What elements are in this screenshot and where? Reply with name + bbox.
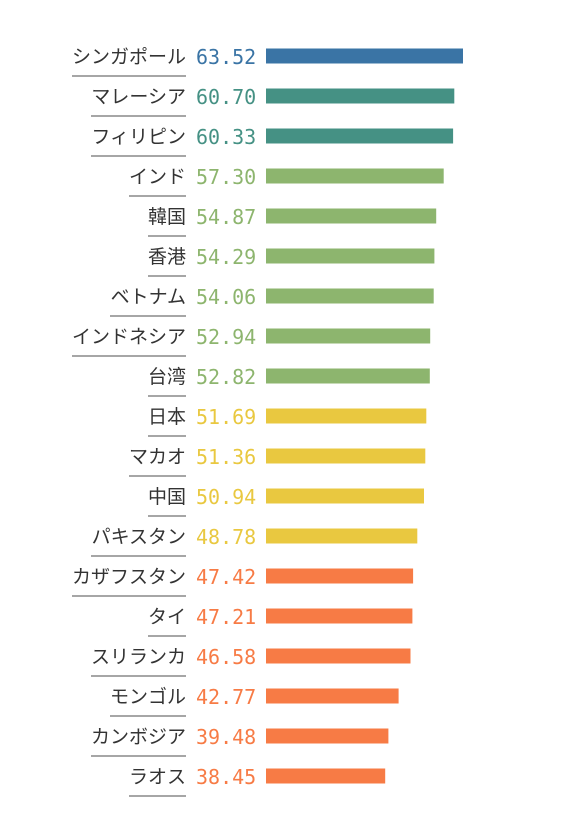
- category-label: ベトナム: [111, 286, 186, 308]
- bar: [266, 48, 463, 64]
- value-label: 52.94: [196, 325, 256, 349]
- bar: [266, 288, 434, 304]
- value-label: 60.33: [196, 125, 256, 149]
- value-label: 39.48: [196, 725, 256, 749]
- category-label: マレーシア: [91, 86, 186, 108]
- category-label: インド: [129, 166, 186, 188]
- value-label: 63.52: [196, 45, 256, 69]
- bar: [266, 568, 414, 584]
- bar: [266, 768, 386, 784]
- category-label: タイ: [148, 606, 186, 628]
- bar: [266, 208, 437, 224]
- bar: [266, 448, 426, 464]
- value-label: 47.42: [196, 565, 256, 589]
- bar: [266, 488, 424, 504]
- category-label: カザフスタン: [72, 566, 186, 588]
- category-label: ラオス: [129, 766, 186, 788]
- category-label: 台湾: [148, 366, 186, 388]
- value-label: 50.94: [196, 485, 256, 509]
- category-label: 韓国: [148, 206, 186, 228]
- bar: [266, 608, 413, 624]
- value-label: 48.78: [196, 525, 256, 549]
- value-label: 46.58: [196, 645, 256, 669]
- value-label: 57.30: [196, 165, 256, 189]
- category-label: インドネシア: [72, 326, 186, 348]
- category-label: 日本: [148, 406, 186, 428]
- bar: [266, 528, 418, 544]
- category-label: パキスタン: [92, 526, 186, 548]
- value-label: 52.82: [196, 365, 256, 389]
- value-label: 60.70: [196, 85, 256, 109]
- value-label: 54.29: [196, 245, 256, 269]
- value-label: 54.87: [196, 205, 256, 229]
- category-label: シンガポール: [72, 46, 186, 68]
- bar: [266, 168, 444, 184]
- value-label: 51.69: [196, 405, 256, 429]
- bar: [266, 408, 427, 424]
- value-label: 54.06: [196, 285, 256, 309]
- bar: [266, 728, 389, 744]
- bar: [266, 328, 431, 344]
- category-label: フィリピン: [91, 126, 186, 148]
- value-label: 51.36: [196, 445, 256, 469]
- category-label: スリランカ: [91, 646, 186, 668]
- bar: [266, 248, 435, 264]
- bar: [266, 128, 454, 144]
- category-label: モンゴル: [110, 686, 186, 708]
- value-label: 42.77: [196, 685, 256, 709]
- category-label: マカオ: [129, 446, 186, 468]
- category-label: 香港: [148, 246, 186, 268]
- bar: [266, 688, 399, 704]
- bar: [266, 368, 430, 384]
- value-label: 38.45: [196, 765, 256, 789]
- category-label: カンボジア: [91, 726, 186, 748]
- value-label: 47.21: [196, 605, 256, 629]
- category-label: 中国: [148, 486, 186, 508]
- bar: [266, 648, 411, 664]
- bar: [266, 88, 455, 104]
